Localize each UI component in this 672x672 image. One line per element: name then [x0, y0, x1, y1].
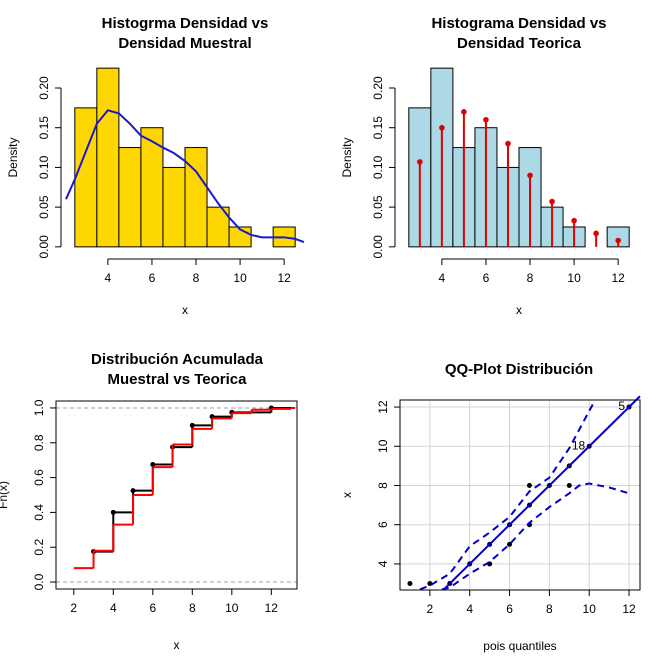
x-tick-label: 12 — [622, 602, 636, 616]
x-tick-label: 10 — [225, 601, 239, 615]
x-tick-label: 8 — [189, 601, 196, 615]
x-tick-label: 10 — [583, 602, 597, 616]
y-axis-label: Fn(x) — [0, 481, 10, 509]
stem-point — [593, 230, 599, 237]
x-tick-label: 8 — [193, 271, 200, 285]
stem-point — [461, 109, 467, 115]
envelope-line — [441, 482, 630, 591]
stem-point — [615, 237, 621, 244]
chart-title: Distribución Acumulada — [91, 351, 264, 368]
x-axis-label: x — [182, 303, 188, 317]
plot-frame — [399, 399, 641, 591]
y-tick-label: 0.00 — [37, 235, 51, 259]
stem-point — [527, 172, 533, 179]
x-tick-label: 6 — [506, 602, 513, 616]
x-tick-label: 12 — [611, 271, 625, 285]
y-axis-label: Density — [6, 137, 20, 177]
y-tick-label: 0.8 — [32, 434, 46, 451]
point — [526, 482, 532, 488]
x-axis-label: x — [174, 638, 180, 652]
x-tick-label: 4 — [466, 602, 473, 616]
stem-point — [483, 116, 489, 123]
curve — [65, 109, 305, 244]
y-tick-label: 0.10 — [37, 155, 51, 179]
stem-point — [571, 217, 577, 224]
x-tick-label: 6 — [149, 271, 156, 285]
y-tick-label: 0.2 — [32, 539, 46, 556]
bar — [74, 107, 98, 248]
y-tick-label: 0.0 — [32, 573, 46, 590]
point — [407, 581, 413, 587]
bar — [118, 147, 142, 248]
x-axis-label: x — [516, 303, 522, 317]
x-tick-label: 10 — [567, 271, 581, 285]
x-tick-label: 12 — [277, 271, 291, 285]
y-tick-label: 1.0 — [32, 399, 46, 416]
y-tick-label: 0.15 — [37, 116, 51, 140]
x-tick-label: 10 — [233, 271, 247, 285]
y-tick-label: 10 — [376, 439, 390, 453]
y-tick-label: 0.15 — [371, 116, 385, 140]
chart-title: Densidad Teorica — [457, 35, 582, 52]
x-tick-label: 6 — [149, 601, 156, 615]
y-tick-label: 6 — [376, 521, 390, 528]
point — [150, 462, 156, 468]
chart-title: Muestral vs Teorica — [108, 371, 248, 388]
y-tick-label: 0.05 — [37, 195, 51, 219]
plot-frame — [55, 400, 298, 590]
y-tick-label: 0.4 — [32, 504, 46, 521]
x-tick-label: 12 — [265, 601, 279, 615]
curve — [443, 395, 641, 591]
y-tick-label: 0.05 — [371, 195, 385, 219]
y-tick-label: 0.10 — [371, 155, 385, 179]
x-tick-label: 4 — [110, 601, 117, 615]
x-tick-label: 8 — [527, 271, 534, 285]
x-tick-label: 6 — [483, 271, 490, 285]
chart-title: Densidad Muestral — [118, 35, 251, 52]
stem-point — [505, 140, 511, 147]
stem-point — [439, 124, 445, 131]
stem-point — [549, 198, 555, 205]
point — [130, 488, 136, 494]
y-tick-label: 8 — [376, 482, 390, 489]
y-tick-label: 4 — [376, 560, 390, 567]
chart-title: Histograma Densidad vs — [431, 15, 606, 32]
point — [110, 509, 116, 515]
point — [189, 422, 195, 428]
y-axis-label: Density — [340, 137, 354, 177]
x-tick-label: 2 — [70, 601, 77, 615]
y-tick-label: 0.00 — [371, 235, 385, 259]
bar — [162, 166, 186, 248]
point-label: 5 — [618, 399, 625, 413]
point-label: 18 — [572, 438, 586, 452]
y-tick-label: 0.6 — [32, 469, 46, 486]
chart-title: QQ-Plot Distribución — [445, 361, 593, 378]
x-tick-label: 4 — [439, 271, 446, 285]
y-tick-label: 0.20 — [371, 76, 385, 100]
point — [507, 541, 513, 547]
x-axis-label: pois quantiles — [483, 639, 556, 653]
stem-point — [417, 159, 423, 165]
x-tick-label: 8 — [546, 602, 553, 616]
envelope-line — [419, 399, 597, 591]
x-tick-label: 2 — [427, 602, 434, 616]
bar — [184, 147, 208, 248]
point — [566, 482, 572, 488]
chart-title: Histogrma Densidad vs — [102, 15, 269, 32]
bar — [96, 67, 120, 248]
y-axis-label: x — [340, 492, 354, 498]
y-tick-label: 0.20 — [37, 76, 51, 100]
x-tick-label: 4 — [105, 271, 112, 285]
y-tick-label: 12 — [376, 400, 390, 414]
